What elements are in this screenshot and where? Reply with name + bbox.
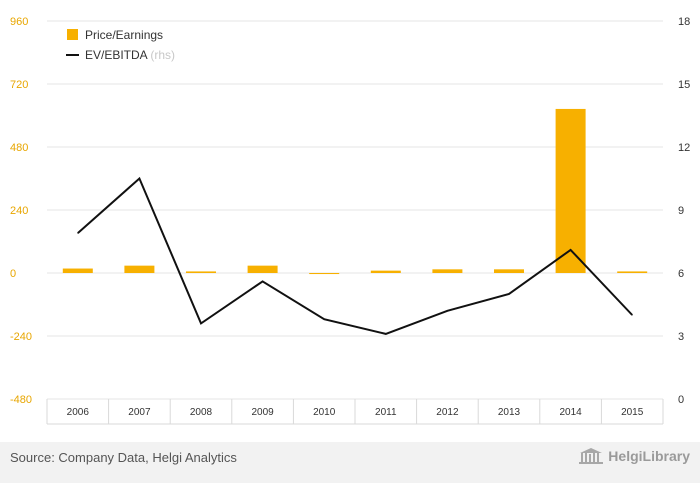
right-axis-tick-label: 18	[678, 16, 690, 28]
bar-price-earnings	[617, 271, 648, 273]
point-ev-ebitda	[570, 249, 572, 251]
left-axis-tick-label: 0	[10, 268, 16, 280]
bar-price-earnings	[247, 265, 278, 273]
grid-lines	[46, 20, 664, 425]
point-ev-ebitda	[77, 232, 79, 234]
line-series-ev-ebitda	[77, 176, 633, 335]
x-axis-tick-label: 2007	[128, 407, 151, 418]
left-axis-tick-label: 720	[10, 79, 28, 91]
legend: Price/Earnings EV/EBITDA (rhs)	[66, 28, 175, 62]
right-axis: 18 15 12 9 6 3 0	[678, 16, 690, 406]
point-ev-ebitda	[385, 333, 387, 335]
left-axis-tick-label: -480	[10, 394, 32, 406]
point-ev-ebitda	[200, 322, 202, 324]
x-axis-tick-label: 2006	[67, 407, 90, 418]
bar-price-earnings	[494, 269, 524, 273]
line-ev-ebitda	[77, 176, 633, 335]
right-axis-tick-label: 6	[678, 268, 684, 280]
right-axis-tick-label: 15	[678, 79, 690, 91]
bar-price-earnings	[62, 268, 93, 273]
bar-series-price-earnings	[62, 108, 648, 275]
x-axis-tick-label: 2015	[621, 407, 644, 418]
legend-rhs-suffix: (rhs)	[150, 48, 175, 62]
left-axis: 960 720 480 240 0 -240 -480	[10, 16, 32, 406]
left-axis-tick-label: 480	[10, 142, 28, 154]
bar-price-earnings	[309, 273, 340, 275]
legend-swatch-price-earnings	[67, 29, 78, 40]
x-axis-tick-label: 2012	[436, 407, 459, 418]
bar-price-earnings	[370, 270, 401, 273]
right-axis-tick-label: 0	[678, 394, 684, 406]
source-note: Source: Company Data, Helgi Analytics	[10, 450, 237, 465]
legend-label-ev-ebitda: EV/EBITDA (rhs)	[85, 48, 175, 62]
logo-text: HelgiLibrary	[608, 448, 690, 464]
x-axis-tick-label: 2013	[498, 407, 521, 418]
point-ev-ebitda	[631, 314, 633, 316]
point-ev-ebitda	[323, 318, 325, 320]
x-axis-tick-label: 2010	[313, 407, 336, 418]
point-ev-ebitda	[138, 178, 140, 179]
bar-price-earnings	[432, 269, 463, 273]
right-axis-tick-label: 9	[678, 205, 684, 217]
left-axis-tick-label: 240	[10, 205, 28, 217]
point-ev-ebitda	[262, 280, 264, 282]
legend-label-price-earnings: Price/Earnings	[85, 28, 163, 42]
right-axis-tick-label: 12	[678, 142, 690, 154]
bar-price-earnings	[186, 271, 216, 273]
bar-price-earnings	[555, 108, 586, 273]
x-axis-tick-label: 2008	[190, 407, 213, 418]
x-axis-tick-label: 2009	[251, 407, 274, 418]
x-axis-tick-label: 2011	[375, 407, 397, 418]
x-axis: 2006 2007 2008 2009 2010 2011 2012 2013 2014 2015	[67, 407, 644, 418]
point-ev-ebitda	[446, 310, 448, 312]
left-axis-tick-label: 960	[10, 16, 28, 28]
helgi-library-logo: HelgiLibrary	[578, 447, 690, 465]
point-ev-ebitda	[508, 293, 510, 295]
x-axis-tick-label: 2014	[559, 407, 582, 418]
bar-price-earnings	[124, 265, 155, 273]
library-building-icon	[579, 448, 604, 464]
right-axis-tick-label: 3	[678, 331, 684, 343]
left-axis-tick-label: -240	[10, 331, 32, 343]
